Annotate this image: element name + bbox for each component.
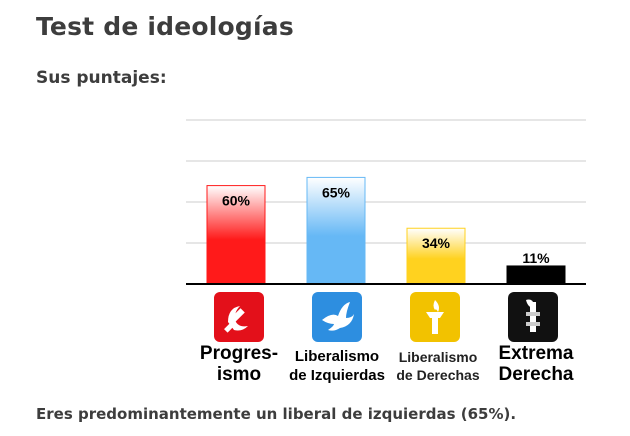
hammer-sickle-icon <box>214 292 264 342</box>
bar-value-label: 11% <box>522 250 550 266</box>
category-label-liberalismo-izquierdas: Liberalismo de Izquierdas <box>289 348 385 384</box>
bar-3 <box>506 265 566 285</box>
bar-1 <box>306 176 366 285</box>
bar-value-label: 60% <box>222 193 251 209</box>
bar-0 <box>206 185 266 285</box>
category-label-progresismo: Progres-ismo <box>199 343 279 385</box>
page-title: Test de ideologías <box>36 12 294 41</box>
fasces-icon <box>508 292 558 342</box>
bar-value-label: 34% <box>422 235 451 251</box>
category-label-liberalismo-derechas: Liberalismo de Derechas <box>396 349 480 384</box>
bar-2 <box>406 227 466 285</box>
torch-icon <box>410 292 460 342</box>
bar-value-label: 65% <box>322 184 351 200</box>
result-summary: Eres predominantemente un liberal de izq… <box>36 405 517 423</box>
category-label-extrema-derecha: Extrema Derecha <box>498 343 574 385</box>
scores-heading: Sus puntajes: <box>36 68 167 88</box>
dove-icon <box>312 292 362 342</box>
